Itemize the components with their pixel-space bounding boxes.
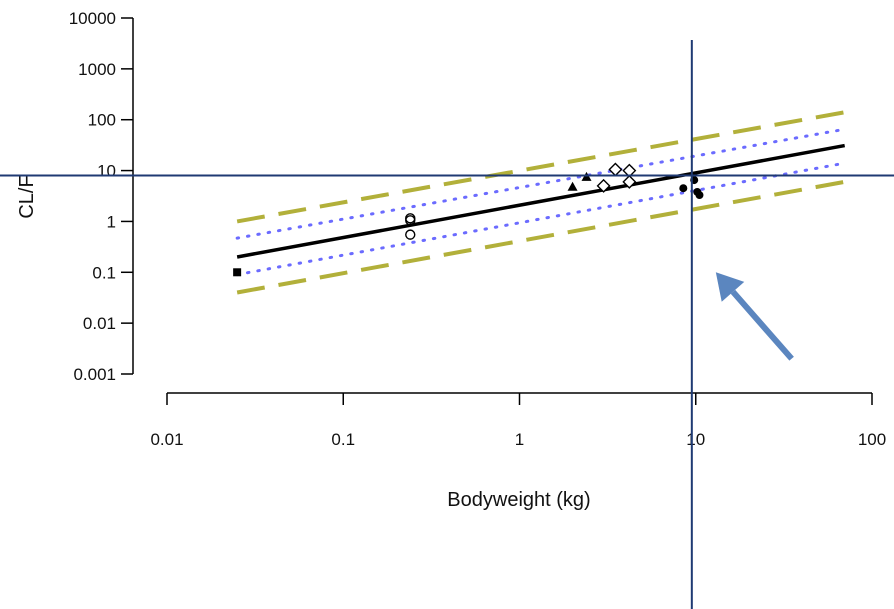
- data-point-circle-open: [405, 229, 416, 240]
- data-point-circle-filled: [679, 184, 688, 193]
- y-tick-label: 1: [107, 212, 116, 231]
- x-tick-label: 0.1: [331, 430, 355, 449]
- annotation-arrow-head: [715, 272, 745, 302]
- x-tick-label: 1: [515, 430, 524, 449]
- data-point-circle-open: [405, 215, 416, 226]
- inner-band-upper-line: [235, 127, 847, 240]
- y-tick-label: 0.001: [73, 365, 116, 384]
- outer-band-upper-line: [236, 110, 846, 224]
- y-tick-label: 0.1: [92, 263, 116, 282]
- x-tick-label: 100: [858, 430, 886, 449]
- y-axis-title: CL/F: [16, 175, 38, 218]
- data-point-diamond: [622, 174, 637, 189]
- y-tick-label: 0.01: [83, 314, 116, 333]
- data-point-diamond: [608, 162, 623, 177]
- y-tick-label: 10000: [69, 9, 116, 28]
- data-point-circle-filled: [695, 191, 704, 200]
- y-tick-label: 10: [97, 162, 116, 181]
- fit-line: [236, 143, 846, 259]
- outer-band-lower-line: [236, 179, 846, 295]
- y-tick-label: 100: [88, 111, 116, 130]
- data-point-diamond: [596, 178, 611, 193]
- x-tick-label: 10: [686, 430, 705, 449]
- y-tick-label: 1000: [78, 60, 116, 79]
- x-axis-title: Bodyweight (kg): [447, 489, 590, 511]
- x-tick-label: 0.01: [150, 430, 183, 449]
- inner-band-lower-line: [235, 161, 847, 277]
- data-point-triangle: [567, 181, 578, 191]
- data-point-square: [233, 268, 242, 277]
- annotation-arrow-shaft: [730, 289, 794, 361]
